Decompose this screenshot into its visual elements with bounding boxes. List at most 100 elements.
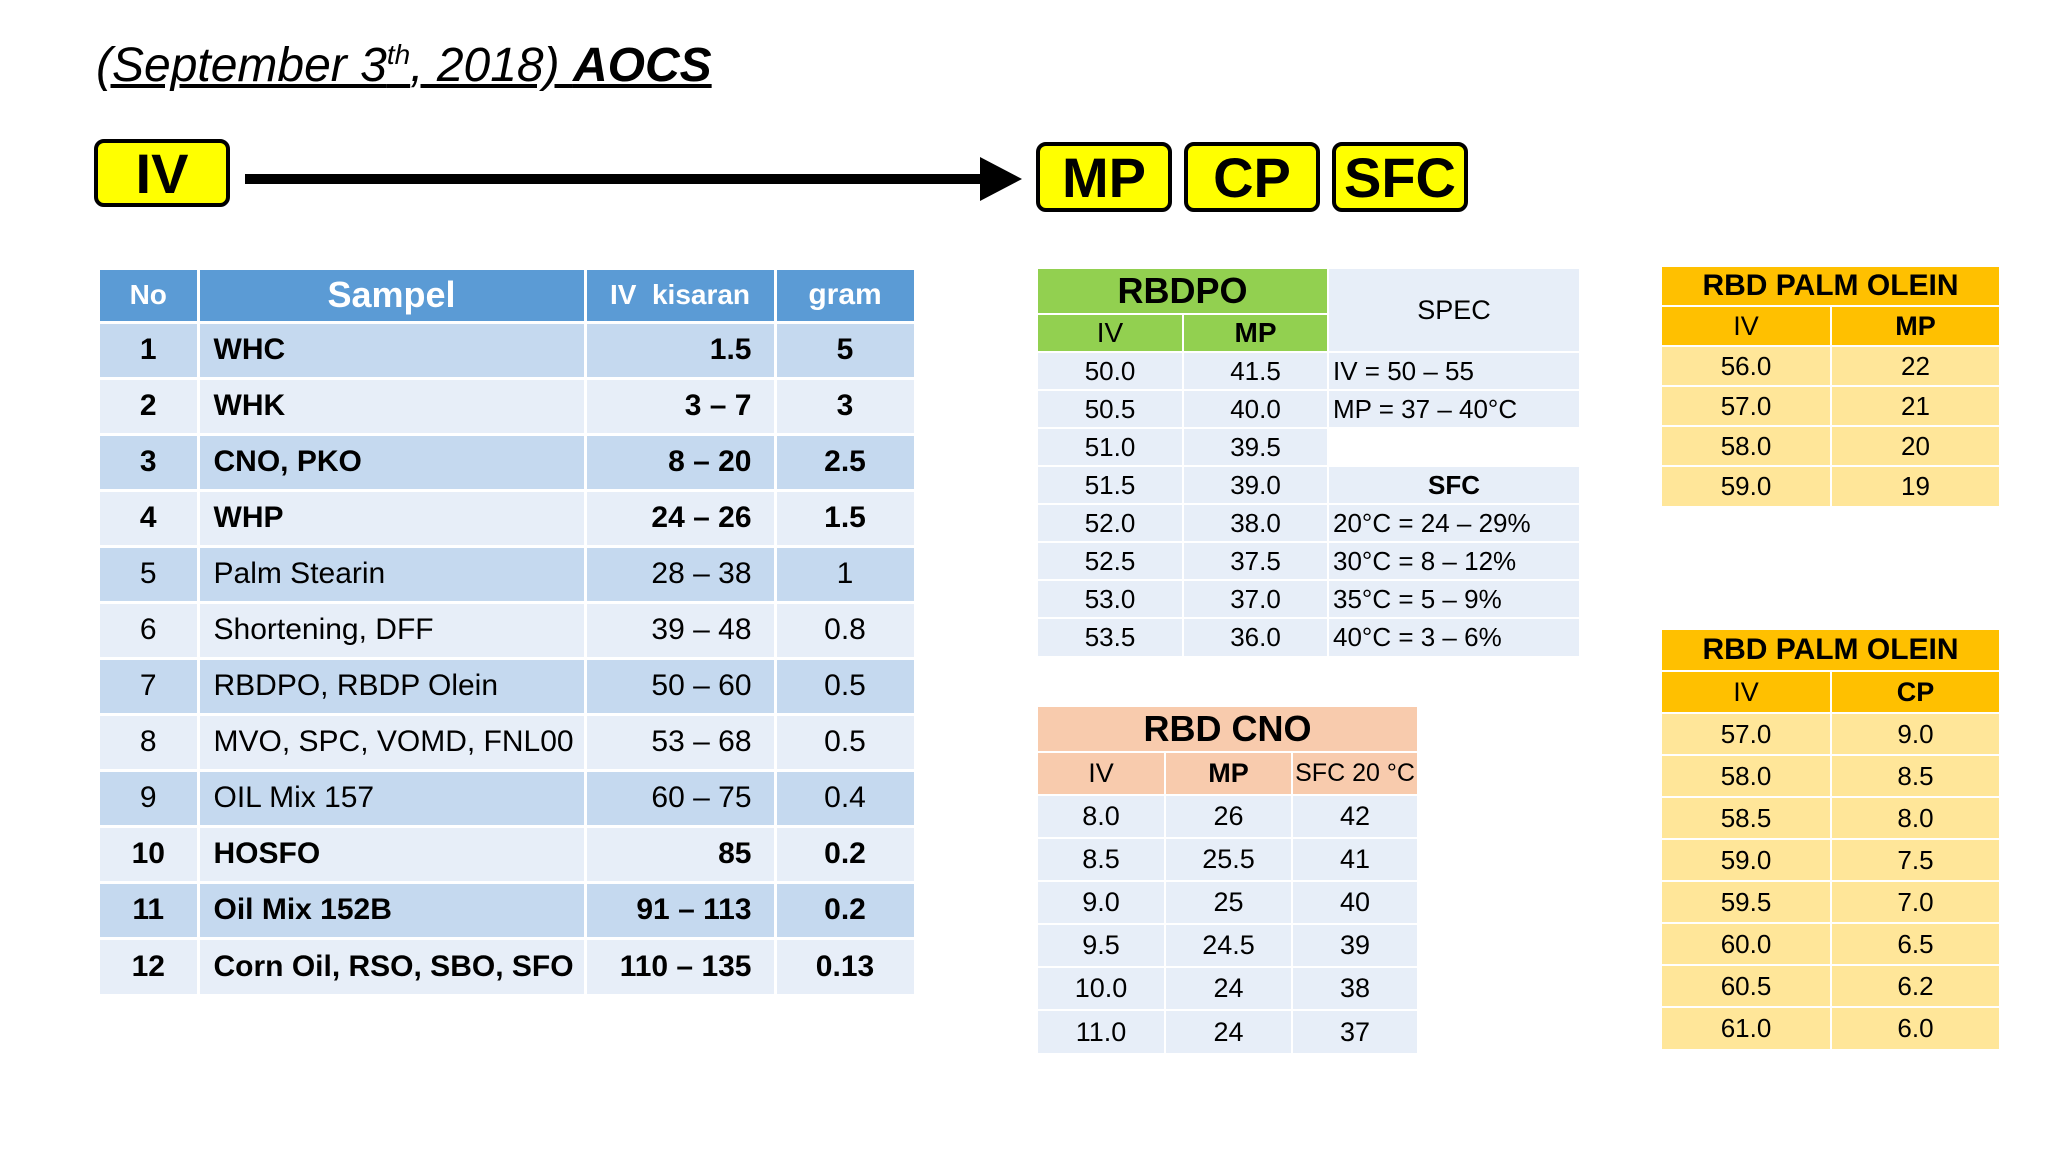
table-row: 9.5 24.5 39 bbox=[1038, 923, 1420, 967]
cell-gram: 0.2 bbox=[775, 880, 917, 938]
rbdpo-sfc-line: 20°C = 24 – 29% bbox=[1328, 503, 1582, 542]
rbdpo-sfc-label: SFC bbox=[1328, 465, 1582, 504]
cell-iv-range: 110 – 135 bbox=[585, 936, 777, 994]
cell-iv-range: 39 – 48 bbox=[585, 600, 777, 658]
olein-mp-cell-iv: 59.0 bbox=[1662, 465, 1832, 506]
cno-col-mp: MP bbox=[1165, 751, 1293, 795]
olein-cp-col-iv: IV bbox=[1662, 670, 1832, 713]
cell-no: 12 bbox=[100, 936, 200, 994]
olein-cp-cell-cp: 6.2 bbox=[1831, 964, 2002, 1007]
olein-cp-cell-iv: 59.5 bbox=[1662, 880, 1832, 923]
rbdpo-cell-mp: 37.0 bbox=[1183, 579, 1330, 618]
cno-cell-sfc: 38 bbox=[1292, 966, 1420, 1010]
olein-mp-cell-iv: 56.0 bbox=[1662, 345, 1832, 386]
cell-iv-range: 1.5 bbox=[585, 320, 777, 378]
table-row: 58.5 8.0 bbox=[1662, 796, 2002, 839]
rbdpo-cell-mp: 38.0 bbox=[1183, 503, 1330, 542]
table-row: 51.5 39.0 SFC bbox=[1038, 465, 1582, 504]
rbdpo-cell-iv: 53.0 bbox=[1038, 579, 1184, 618]
cp-box: CP bbox=[1184, 142, 1320, 212]
table-row: 10 HOSFO 85 0.2 bbox=[100, 824, 917, 882]
olein-mp-cell-mp: 21 bbox=[1831, 385, 2002, 426]
table-row: 53.5 36.0 40°C = 3 – 6% bbox=[1038, 617, 1582, 656]
table-row: 59.0 19 bbox=[1662, 465, 2002, 506]
cell-gram: 3 bbox=[775, 376, 917, 434]
rbdpo-sfc-line: 35°C = 5 – 9% bbox=[1328, 579, 1582, 618]
rbdpo-cell-mp: 36.0 bbox=[1183, 617, 1330, 656]
rbdpo-title: RBDPO bbox=[1038, 267, 1330, 314]
rbdpo-cell-iv: 53.5 bbox=[1038, 617, 1184, 656]
olein-cp-cell-cp: 7.5 bbox=[1831, 838, 2002, 881]
cell-iv-range: 24 – 26 bbox=[585, 488, 777, 546]
olein-mp-cell-iv: 57.0 bbox=[1662, 385, 1832, 426]
cell-no: 1 bbox=[100, 320, 200, 378]
rbd-cno-table: RBD CNO IV MP SFC 20 °C 8.0 26 42 8.5 25.5 41… bbox=[1038, 705, 1420, 1053]
cell-gram: 0.4 bbox=[775, 768, 917, 826]
cno-cell-iv: 10.0 bbox=[1038, 966, 1166, 1010]
header-sampel: Sampel bbox=[198, 270, 587, 322]
table-row: 60.0 6.5 bbox=[1662, 922, 2002, 965]
table-row: 1 WHC 1.5 5 bbox=[100, 320, 917, 378]
cell-gram: 5 bbox=[775, 320, 917, 378]
arrow-line bbox=[245, 174, 985, 184]
header-iv-kisaran: IV kisaran bbox=[585, 270, 777, 322]
olein-cp-cell-iv: 58.5 bbox=[1662, 796, 1832, 839]
sfc-box: SFC bbox=[1332, 142, 1468, 212]
cell-gram: 0.5 bbox=[775, 656, 917, 714]
table-row: 11.0 24 37 bbox=[1038, 1009, 1420, 1053]
olein-cp-col-cp: CP bbox=[1831, 670, 2002, 713]
cno-cell-sfc: 40 bbox=[1292, 880, 1420, 924]
olein-cp-cell-cp: 9.0 bbox=[1831, 712, 2002, 755]
olein-cp-cell-iv: 58.0 bbox=[1662, 754, 1832, 797]
sample-iv-table: No Sampel IV kisaran gram 1 WHC 1.5 5 2 WHK 3 … bbox=[100, 270, 917, 994]
cell-iv-range: 50 – 60 bbox=[585, 656, 777, 714]
cell-sampel: RBDPO, RBDP Olein bbox=[198, 656, 587, 714]
table-row: 5 Palm Stearin 28 – 38 1 bbox=[100, 544, 917, 602]
table-row: 8 MVO, SPC, VOMD, FNL00 53 – 68 0.5 bbox=[100, 712, 917, 770]
table-row: 59.5 7.0 bbox=[1662, 880, 2002, 923]
cno-cell-mp: 24 bbox=[1165, 966, 1293, 1010]
cell-gram: 2.5 bbox=[775, 432, 917, 490]
table-row: 11 Oil Mix 152B 91 – 113 0.2 bbox=[100, 880, 917, 938]
olein-cp-cell-iv: 60.0 bbox=[1662, 922, 1832, 965]
olein-mp-cell-mp: 22 bbox=[1831, 345, 2002, 386]
cell-sampel: Palm Stearin bbox=[198, 544, 587, 602]
table-row: 52.5 37.5 30°C = 8 – 12% bbox=[1038, 541, 1582, 580]
olein-mp-title: RBD PALM OLEIN bbox=[1662, 265, 2002, 306]
cell-iv-range: 60 – 75 bbox=[585, 768, 777, 826]
cell-gram: 1.5 bbox=[775, 488, 917, 546]
table-row: 7 RBDPO, RBDP Olein 50 – 60 0.5 bbox=[100, 656, 917, 714]
cell-iv-range: 53 – 68 bbox=[585, 712, 777, 770]
cno-cell-mp: 26 bbox=[1165, 794, 1293, 838]
table-row: 3 CNO, PKO 8 – 20 2.5 bbox=[100, 432, 917, 490]
table-row: 58.0 8.5 bbox=[1662, 754, 2002, 797]
cell-iv-range: 85 bbox=[585, 824, 777, 882]
arrow-head-icon bbox=[980, 157, 1022, 201]
rbdpo-sfc-line: 40°C = 3 – 6% bbox=[1328, 617, 1582, 656]
cell-iv-range: 28 – 38 bbox=[585, 544, 777, 602]
cno-cell-mp: 24.5 bbox=[1165, 923, 1293, 967]
table-row: 57.0 21 bbox=[1662, 385, 2002, 426]
rbdpo-table: RBDPO SPEC IV MP 50.0 41.5 IV = 50 – 55 50.… bbox=[1038, 267, 1582, 656]
cell-iv-range: 3 – 7 bbox=[585, 376, 777, 434]
cno-cell-mp: 25 bbox=[1165, 880, 1293, 924]
cno-cell-sfc: 37 bbox=[1292, 1009, 1420, 1053]
table-row: 61.0 6.0 bbox=[1662, 1006, 2002, 1049]
cno-cell-mp: 25.5 bbox=[1165, 837, 1293, 881]
cell-gram: 0.8 bbox=[775, 600, 917, 658]
rbdpo-spec-label: SPEC bbox=[1328, 267, 1582, 352]
cno-col-iv: IV bbox=[1038, 751, 1166, 795]
cell-sampel: MVO, SPC, VOMD, FNL00 bbox=[198, 712, 587, 770]
olein-cp-title: RBD PALM OLEIN bbox=[1662, 628, 2002, 671]
cell-sampel: Shortening, DFF bbox=[198, 600, 587, 658]
header-no: No bbox=[100, 270, 200, 322]
rbdpo-col-mp: MP bbox=[1183, 313, 1330, 352]
table-row: 50.5 40.0 MP = 37 – 40°C bbox=[1038, 389, 1582, 428]
rbdpo-spec-line: MP = 37 – 40°C bbox=[1328, 389, 1582, 428]
table-row: 4 WHP 24 – 26 1.5 bbox=[100, 488, 917, 546]
cno-cell-sfc: 42 bbox=[1292, 794, 1420, 838]
table-row: 9 OIL Mix 157 60 – 75 0.4 bbox=[100, 768, 917, 826]
cno-cell-iv: 8.5 bbox=[1038, 837, 1166, 881]
table-row: 8.5 25.5 41 bbox=[1038, 837, 1420, 881]
cell-gram: 0.5 bbox=[775, 712, 917, 770]
